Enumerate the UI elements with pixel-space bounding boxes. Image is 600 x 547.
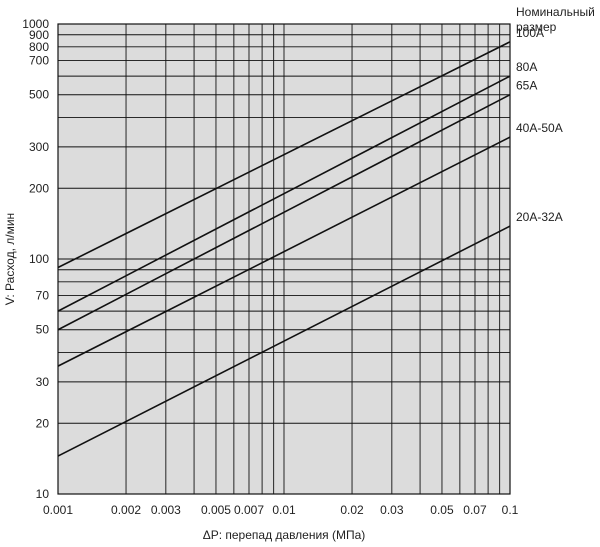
series-label: 20A-32A [516, 210, 563, 224]
y-tick-label: 1000 [22, 17, 49, 31]
x-tick-label: 0.07 [463, 503, 487, 517]
x-tick-label: 0.007 [234, 503, 264, 517]
y-axis-label: V: Расход, л/мин [3, 213, 17, 305]
x-tick-label: 0.1 [502, 503, 519, 517]
legend-title-line-2: размер [516, 20, 557, 34]
series-label: 65A [516, 79, 537, 93]
y-tick-label: 50 [36, 323, 50, 337]
x-axis-ticks: 0.001 0.002 0.003 0.005 0.007 0.01 0.02 0.03 0.0… [43, 503, 519, 517]
grid [58, 24, 510, 494]
x-tick-label: 0.002 [111, 503, 141, 517]
series-line-65a [57, 94, 511, 331]
x-axis-label: ΔP: перепад давления (МПа) [203, 528, 366, 542]
y-tick-label: 500 [29, 88, 49, 102]
y-tick-label: 800 [29, 40, 49, 54]
series-line-100a [57, 41, 511, 269]
x-tick-label: 0.03 [380, 503, 404, 517]
y-tick-label: 20 [36, 416, 50, 430]
y-tick-label: 10 [36, 487, 50, 501]
y-tick-label: 200 [29, 181, 49, 195]
y-tick-label: 100 [29, 252, 49, 266]
y-tick-label: 70 [36, 288, 50, 302]
x-tick-label: 0.005 [201, 503, 231, 517]
y-tick-label: 30 [36, 375, 50, 389]
x-tick-label: 0.003 [151, 503, 181, 517]
plot-frame [57, 23, 511, 495]
y-tick-label: 700 [29, 53, 49, 67]
x-tick-label: 0.05 [430, 503, 454, 517]
y-tick-label: 900 [29, 28, 49, 42]
series-group [57, 41, 511, 457]
series-labels: 100A 80A 65A 40A-50A 20A-32A [516, 26, 563, 224]
x-tick-label: 0.01 [272, 503, 296, 517]
legend-title-line-1: Номинальный [516, 5, 595, 19]
x-tick-label: 0.02 [340, 503, 364, 517]
series-line-40a-50a [57, 136, 511, 367]
x-tick-label: 0.001 [43, 503, 73, 517]
series-line-20a-32a [57, 225, 511, 457]
series-label: 80A [516, 60, 537, 74]
series-line-80a [57, 75, 511, 312]
series-label: 40A-50A [516, 121, 563, 135]
series-label: 100A [516, 26, 544, 40]
y-tick-label: 300 [29, 140, 49, 154]
